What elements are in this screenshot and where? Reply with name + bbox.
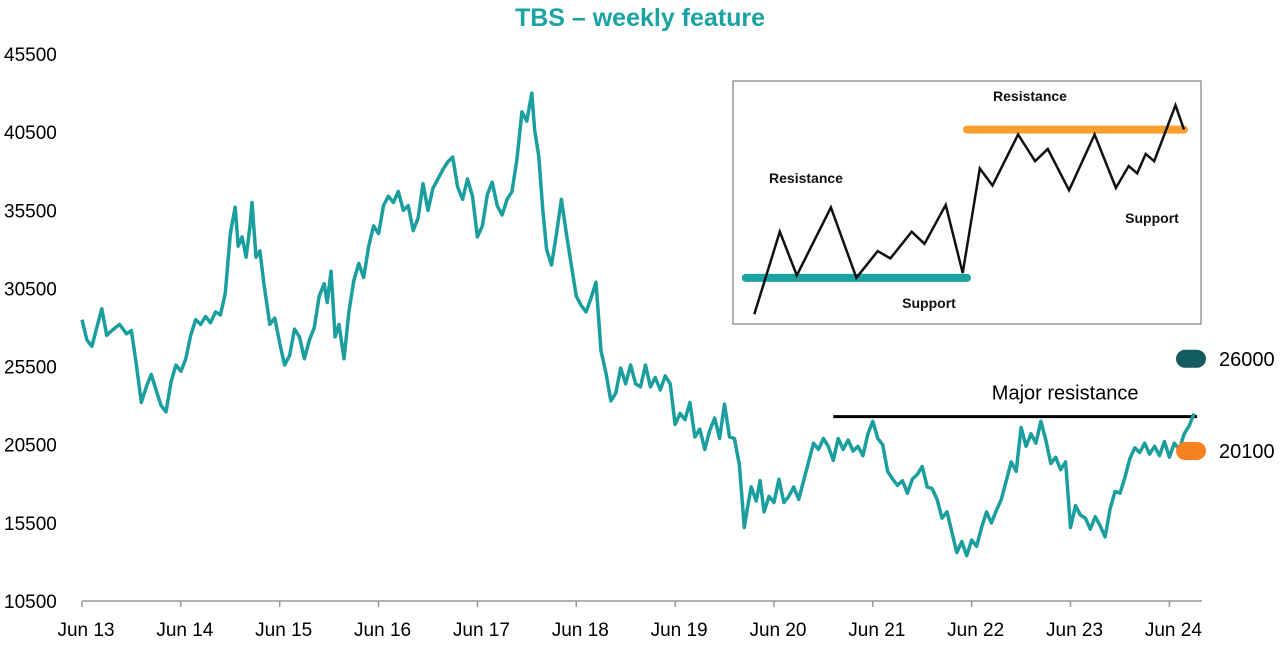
price-series [80,91,1196,558]
x-tick-label: Jun 24 [1145,620,1202,641]
y-tick-label: 20500 [4,436,57,457]
y-tick-label: 30500 [4,279,57,300]
x-tick-label: Jun 20 [749,620,806,641]
inset-label-resistance-high: Resistance [993,88,1067,104]
y-tick-label: 35500 [4,201,57,222]
x-tick-label: Jun 23 [1046,620,1103,641]
major-resistance: Major resistance [833,383,1198,419]
y-tick-label: 45500 [4,45,57,66]
inset-diagram: Resistance Support Resistance Support [732,80,1202,325]
y-tick-label: 40500 [4,123,57,144]
y-tick-label: 25500 [4,358,57,379]
x-tick-label: Jun 22 [947,620,1004,641]
y-tick-label: 15500 [4,514,57,535]
inset-label-support-low: Support [902,295,956,311]
y-axis: 45500 40500 35500 30500 25500 20500 15500 10500 [4,45,57,613]
tag-low-marker [1176,441,1206,460]
x-tick-label: Jun 16 [354,620,411,641]
x-tick-label: Jun 15 [255,620,312,641]
x-axis: Jun 13 Jun 14 Jun 15 Jun 16 Jun 17 Jun 18 Jun … [57,600,1202,641]
y-tick-label: 10500 [4,592,57,613]
series-line [80,91,1196,558]
major-resistance-label: Major resistance [992,383,1139,405]
tag-high-value: 26000 [1219,349,1275,371]
tag-high-marker [1176,349,1206,368]
x-tick-label: Jun 17 [453,620,510,641]
inset-price-line [753,101,1186,315]
inset-label-resistance-low: Resistance [769,170,843,186]
x-tick-label: Jun 19 [651,620,708,641]
inset-label-support-high: Support [1125,210,1179,226]
chart-title: TBS – weekly feature [515,4,765,32]
tag-low-value: 20100 [1219,441,1275,463]
x-tick-label: Jun 13 [57,620,114,641]
x-tick-label: Jun 18 [552,620,609,641]
x-tick-label: Jun 21 [848,620,905,641]
price-tags: 26000 20100 [1176,349,1275,463]
x-tick-label: Jun 14 [156,620,213,641]
